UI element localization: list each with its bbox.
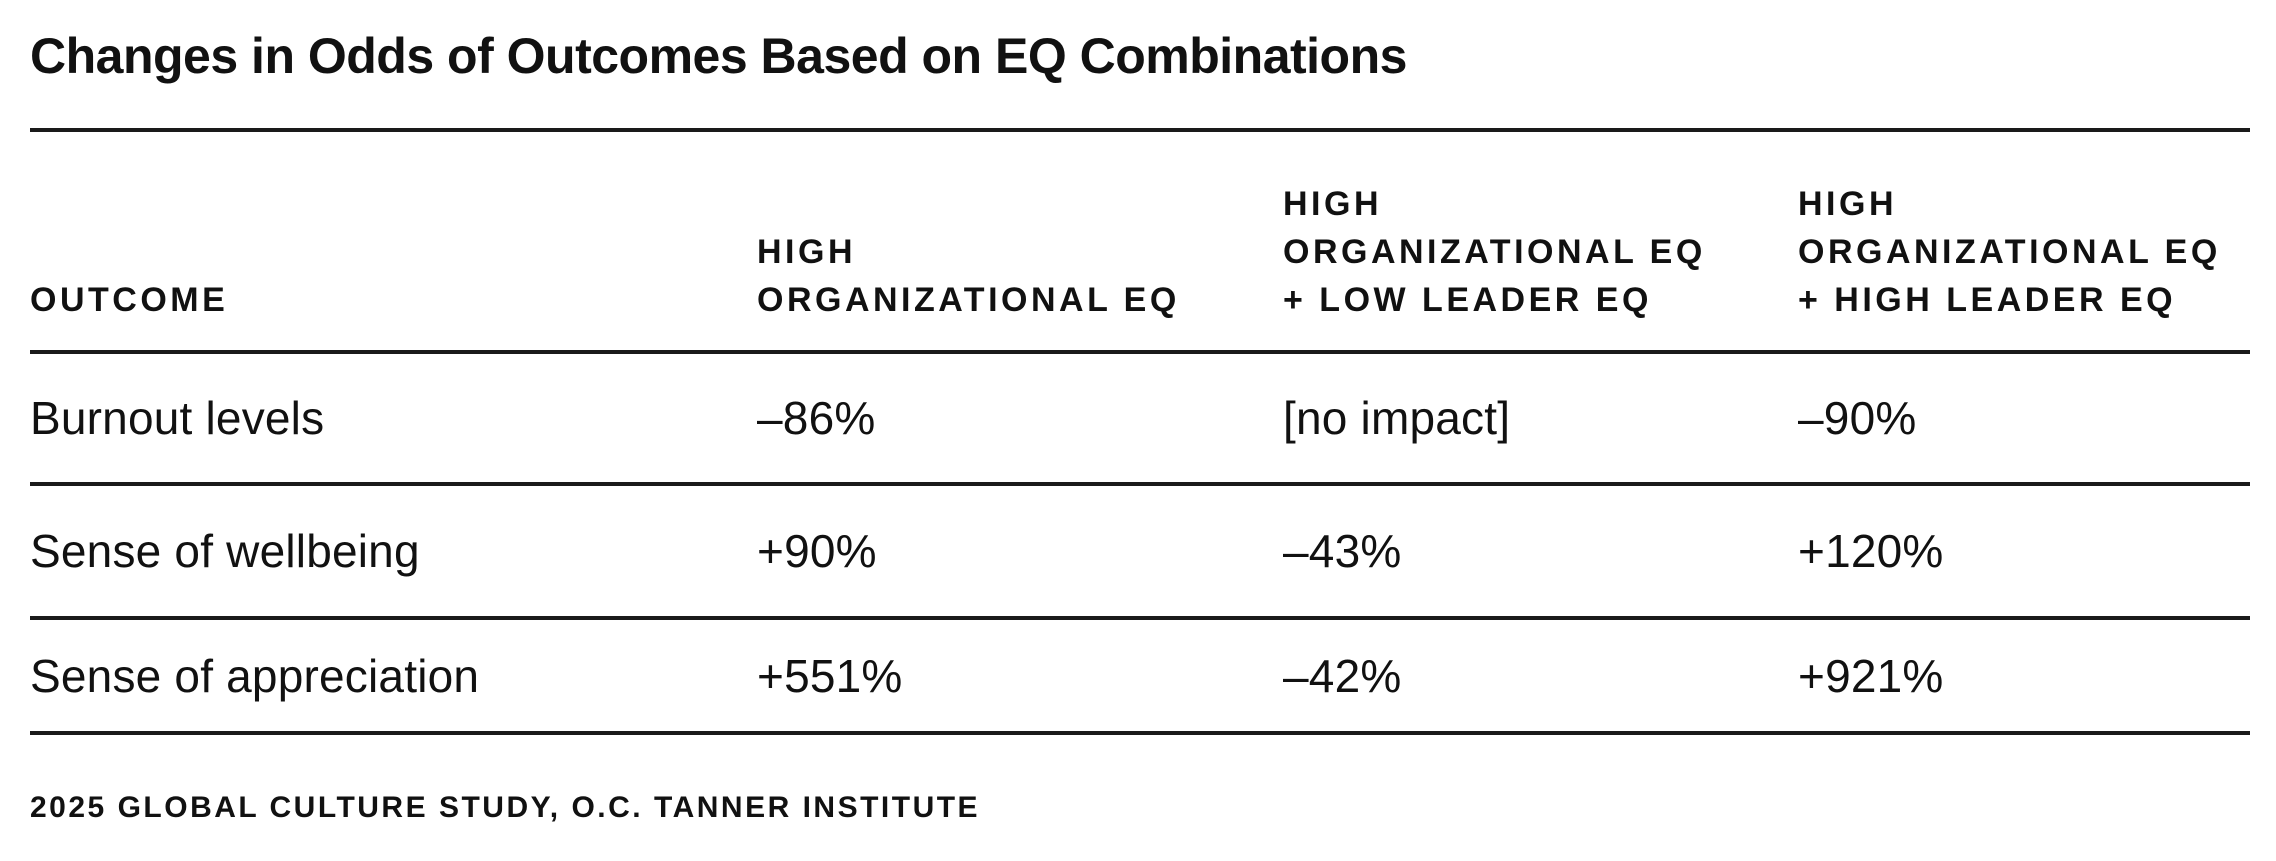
value-cell: –90% [1798,392,1917,444]
eq-outcomes-table: OUTCOME HIGH ORGANIZATIONAL EQ HIGH ORGA… [30,128,2250,735]
value-cell: +120% [1798,525,1944,577]
table-header-row: OUTCOME HIGH ORGANIZATIONAL EQ HIGH ORGA… [30,132,2250,354]
source-citation: 2025 GLOBAL CULTURE STUDY, O.C. TANNER I… [30,791,981,824]
value-cell: –43% [1283,525,1402,577]
table-row-burnout: Burnout levels –86% [no impact] –90% [30,354,2250,486]
page-title: Changes in Odds of Outcomes Based on EQ … [30,28,1407,84]
column-header-high-org-low-leader-eq: HIGH ORGANIZATIONAL EQ + LOW LEADER EQ [1283,185,1706,319]
outcome-label: Sense of wellbeing [30,525,420,577]
value-cell: +90% [757,525,877,577]
value-cell: +551% [757,649,903,702]
value-cell: [no impact] [1283,392,1511,444]
column-header-high-org-eq: HIGH ORGANIZATIONAL EQ [757,233,1180,319]
column-header-high-org-high-leader-eq: HIGH ORGANIZATIONAL EQ + HIGH LEADER EQ [1798,185,2221,319]
value-cell: –86% [757,392,876,444]
outcome-label: Sense of appreciation [30,649,480,702]
table-row-appreciation: Sense of appreciation +551% –42% +921% [30,620,2250,735]
table-row-wellbeing: Sense of wellbeing +90% –43% +120% [30,486,2250,620]
value-cell: –42% [1283,649,1402,702]
outcome-label: Burnout levels [30,392,325,444]
column-header-outcome: OUTCOME [30,281,229,319]
value-cell: +921% [1798,649,1944,702]
